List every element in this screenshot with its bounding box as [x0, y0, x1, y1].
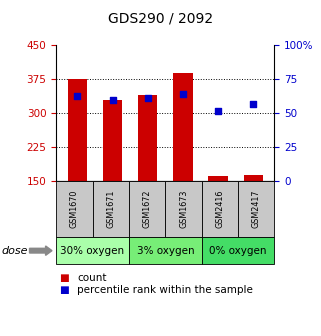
- Bar: [208, 175, 228, 181]
- Text: percentile rank within the sample: percentile rank within the sample: [77, 285, 253, 295]
- Text: GSM1672: GSM1672: [143, 190, 152, 228]
- Bar: [103, 100, 122, 181]
- Text: GSM1670: GSM1670: [70, 190, 79, 228]
- Point: [75, 93, 80, 98]
- Bar: [68, 79, 87, 181]
- Text: 3% oxygen: 3% oxygen: [136, 246, 194, 256]
- Text: 30% oxygen: 30% oxygen: [60, 246, 125, 256]
- Text: count: count: [77, 273, 107, 283]
- Text: ■: ■: [59, 285, 69, 295]
- Bar: [173, 73, 193, 181]
- Point: [180, 92, 186, 97]
- Text: 0% oxygen: 0% oxygen: [209, 246, 267, 256]
- Bar: [244, 175, 263, 181]
- Text: GSM2417: GSM2417: [252, 190, 261, 228]
- Text: GSM1671: GSM1671: [106, 190, 115, 228]
- Text: dose: dose: [2, 246, 28, 256]
- Point: [110, 97, 115, 102]
- Text: ■: ■: [59, 273, 69, 283]
- Text: GDS290 / 2092: GDS290 / 2092: [108, 12, 213, 26]
- Bar: [138, 95, 157, 181]
- Point: [251, 101, 256, 107]
- Point: [145, 96, 150, 101]
- Text: GSM1673: GSM1673: [179, 190, 188, 228]
- Point: [216, 108, 221, 113]
- Text: GSM2416: GSM2416: [215, 190, 224, 228]
